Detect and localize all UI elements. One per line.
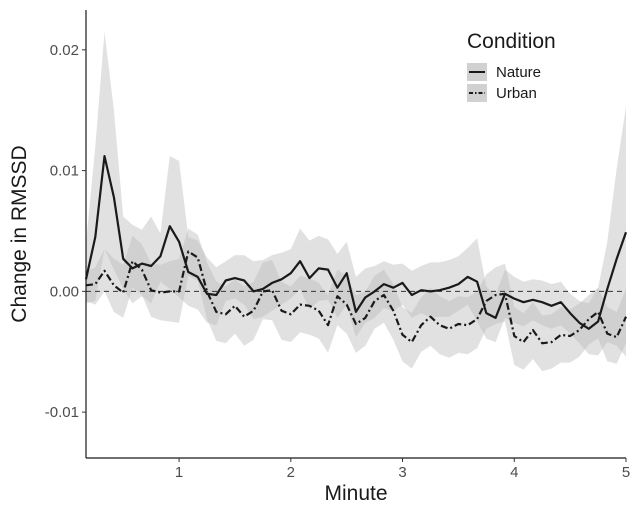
series-line-nature bbox=[84, 155, 628, 330]
x-tick-label: 3 bbox=[398, 464, 406, 481]
ribbon-urban bbox=[86, 228, 626, 372]
series-line-urban bbox=[85, 250, 628, 345]
x-tick-label: 2 bbox=[287, 464, 295, 481]
y-tick-label: 0.01 bbox=[50, 163, 79, 180]
ribbon-nature bbox=[86, 31, 626, 357]
series-lines bbox=[84, 155, 628, 345]
x-tick-label: 4 bbox=[510, 464, 518, 481]
x-tick-label: 5 bbox=[622, 464, 630, 481]
confidence-ribbons bbox=[86, 31, 626, 372]
y-tick-label: -0.01 bbox=[45, 404, 79, 421]
legend: Condition Nature Urban bbox=[467, 30, 556, 102]
x-axis-ticks: 1 2 3 4 5 bbox=[175, 458, 630, 481]
y-tick-label: 0.00 bbox=[50, 283, 79, 300]
axes bbox=[85, 10, 626, 459]
legend-items: Nature Urban bbox=[467, 63, 541, 102]
x-tick-label: 1 bbox=[175, 464, 183, 481]
legend-title: Condition bbox=[467, 30, 556, 53]
legend-key-urban bbox=[467, 84, 487, 102]
legend-label-nature: Nature bbox=[496, 64, 541, 81]
y-axis-ticks: -0.01 0.00 0.01 0.02 bbox=[45, 42, 86, 421]
legend-label-urban: Urban bbox=[496, 85, 537, 102]
y-axis-title: Change in RMSSD bbox=[8, 145, 31, 322]
x-axis-title: Minute bbox=[324, 482, 387, 505]
y-tick-label: 0.02 bbox=[50, 42, 79, 59]
